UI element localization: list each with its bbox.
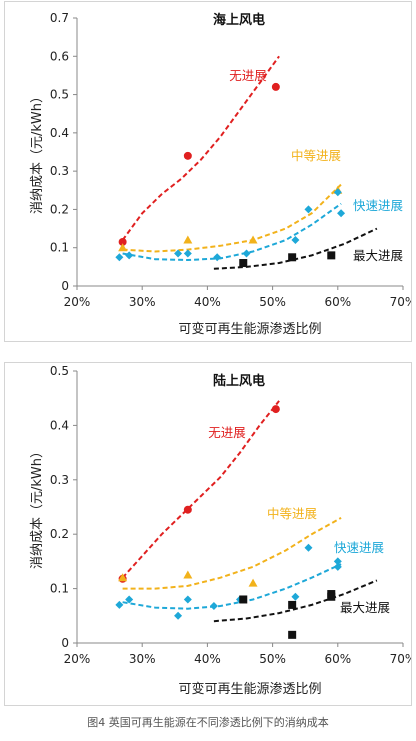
max-progress-point — [239, 259, 248, 268]
fast-progress-label: 快速进展 — [334, 540, 384, 555]
max-progress-point — [288, 630, 297, 639]
max-progress-trend-line — [213, 579, 378, 623]
y-tick-label: 0.4 — [50, 126, 69, 140]
moderate-progress-series: 中等进展 — [118, 148, 343, 253]
no-progress-point — [183, 505, 192, 514]
max-progress-point — [327, 251, 336, 260]
moderate-progress-point — [183, 235, 193, 244]
y-axis-label: 消纳成本（元/kWh） — [30, 445, 45, 569]
fast-progress-point — [242, 249, 251, 258]
x-tick-label: 40% — [194, 295, 221, 309]
y-tick-label: 0.7 — [50, 11, 69, 25]
y-tick-label: 0 — [61, 636, 69, 650]
x-tick-label: 70% — [390, 295, 411, 309]
figure-caption: 图4 英国可再生能源在不同渗透比例下的消纳成本 — [87, 716, 329, 729]
fast-progress-point — [304, 205, 313, 214]
moderate-progress-trend-line — [122, 517, 342, 590]
fast-progress-point — [333, 557, 342, 566]
moderate-progress-trend-line — [122, 183, 342, 253]
fast-progress-series: 快速进展 — [115, 540, 384, 620]
fast-progress-point — [174, 611, 183, 620]
max-progress-point — [327, 592, 336, 601]
fast-progress-point — [291, 592, 300, 601]
max-progress-label: 最大进展 — [340, 600, 390, 615]
fast-progress-point — [337, 209, 346, 218]
fast-progress-point — [333, 562, 342, 571]
max-progress-series: 最大进展 — [213, 579, 390, 639]
y-tick-label: 0 — [61, 279, 69, 293]
max-progress-point — [288, 253, 297, 262]
y-tick-label: 0.2 — [50, 202, 69, 216]
x-tick-label: 20% — [64, 652, 91, 666]
fast-progress-point — [213, 253, 222, 262]
moderate-progress-label: 中等进展 — [267, 506, 317, 521]
moderate-progress-point — [248, 235, 258, 244]
fast-progress-point — [183, 595, 192, 604]
no-progress-point — [271, 82, 280, 91]
chart-svg: 0 0.1 0.2 0.3 0.4 0.5 20% 30% 40% 50% 60% 70% 消纳成本（元… — [30, 364, 411, 697]
x-tick-label: 40% — [194, 652, 221, 666]
x-tick-label: 70% — [390, 652, 411, 666]
y-tick-label: 0.2 — [50, 527, 69, 541]
no-progress-point — [271, 405, 280, 414]
fast-progress-trend-line — [122, 563, 342, 610]
max-progress-point — [239, 595, 248, 604]
no-progress-point — [118, 237, 127, 246]
fast-progress-point — [304, 543, 313, 552]
y-tick-label: 0.5 — [50, 364, 69, 378]
fast-progress-label: 快速进展 — [353, 198, 403, 213]
x-tick-label: 60% — [324, 295, 351, 309]
fast-progress-point — [183, 249, 192, 258]
chart-title: 海上风电 — [213, 12, 265, 28]
x-tick-label: 20% — [64, 295, 91, 309]
y-tick-label: 0.1 — [50, 582, 69, 596]
fast-progress-point — [115, 253, 124, 262]
no-progress-point — [183, 151, 192, 160]
moderate-progress-point — [118, 573, 128, 582]
x-axis-label: 可变可再生能源渗透比例 — [178, 681, 321, 697]
x-tick-label: 50% — [259, 652, 286, 666]
y-tick-label: 0.6 — [50, 49, 69, 63]
x-axis-label: 可变可再生能源渗透比例 — [178, 321, 321, 337]
fast-progress-point — [174, 249, 183, 258]
y-tick-label: 0.5 — [50, 88, 69, 102]
no-progress-trend-line — [121, 55, 280, 241]
moderate-progress-point — [183, 570, 193, 579]
fast-progress-series: 快速进展 — [115, 188, 403, 262]
x-tick-label: 60% — [324, 652, 351, 666]
chart-title: 陆上风电 — [213, 373, 265, 389]
fast-progress-point — [115, 600, 124, 609]
y-tick-label: 0.1 — [50, 241, 69, 255]
offshore-wind-chart-panel: 0 0.1 0.2 0.3 0.4 0.5 0.6 0.7 20% 30% 40% 50% 60% 70%… — [4, 1, 412, 342]
onshore-wind-chart-panel: 0 0.1 0.2 0.3 0.4 0.5 20% 30% 40% 50% 60% 70% 消纳成本（元… — [4, 362, 412, 706]
no-progress-trend-line — [121, 400, 280, 579]
x-tick-label: 50% — [259, 295, 286, 309]
moderate-progress-label: 中等进展 — [291, 148, 341, 163]
x-tick-label: 30% — [129, 295, 156, 309]
no-progress-series: 无进展 — [118, 55, 280, 246]
max-progress-label: 最大进展 — [353, 248, 403, 263]
moderate-progress-point — [248, 578, 258, 587]
fast-progress-trend-line — [122, 202, 342, 262]
max-progress-point — [288, 600, 297, 609]
y-tick-label: 0.4 — [50, 418, 69, 432]
x-tick-label: 30% — [129, 652, 156, 666]
no-progress-label: 无进展 — [229, 68, 267, 83]
y-tick-label: 0.3 — [50, 164, 69, 178]
y-axis-label: 消纳成本（元/kWh） — [30, 90, 45, 214]
y-tick-label: 0.3 — [50, 473, 69, 487]
moderate-progress-point — [118, 243, 128, 252]
fast-progress-point — [125, 595, 134, 604]
no-progress-series: 无进展 — [118, 400, 280, 583]
fast-progress-point — [209, 602, 218, 611]
fast-progress-point — [291, 236, 300, 245]
chart-svg: 0 0.1 0.2 0.3 0.4 0.5 0.6 0.7 20% 30% 40% 50% 60% 70%… — [30, 11, 411, 337]
fast-progress-point — [125, 251, 134, 260]
fast-progress-point — [333, 188, 342, 197]
max-progress-series: 最大进展 — [213, 227, 403, 270]
no-progress-label: 无进展 — [208, 425, 246, 440]
moderate-progress-series: 中等进展 — [118, 506, 342, 590]
